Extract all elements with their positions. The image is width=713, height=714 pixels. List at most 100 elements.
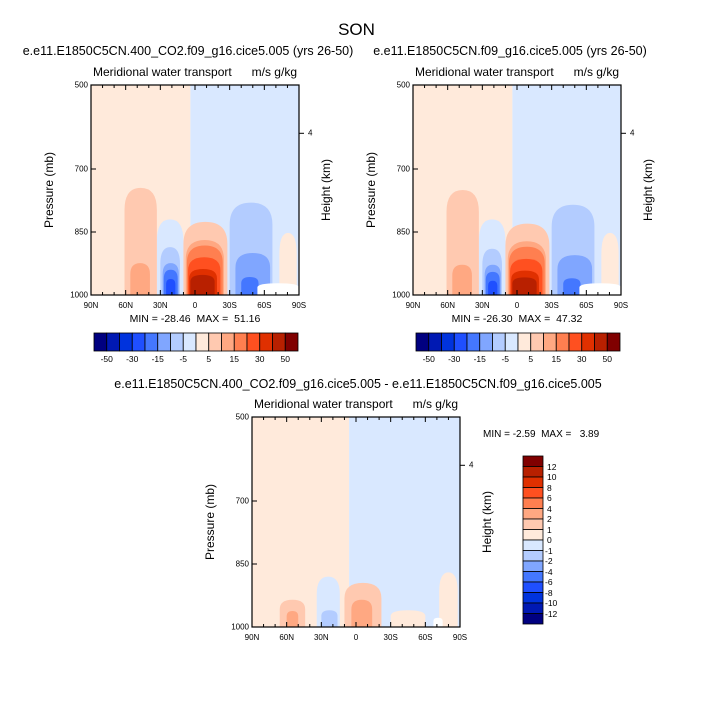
colorbar: [522, 455, 544, 625]
colorbar-label: 5: [528, 354, 534, 364]
y-axis-label: Pressure (mb): [42, 151, 56, 229]
colorbar-label: -1: [545, 545, 553, 556]
x-tick-label: 90N: [405, 301, 421, 310]
figure-title: SON: [338, 20, 375, 39]
colorbar-box: [594, 332, 608, 352]
colorbar-box: [415, 332, 430, 352]
colorbar-label: -15: [473, 354, 486, 364]
x-tick-label: 30S: [544, 301, 559, 310]
colorbar-label: 15: [229, 354, 239, 364]
x-tick-label: 60S: [579, 301, 594, 310]
colorbar-box: [522, 613, 544, 625]
colorbar-box: [272, 332, 286, 352]
x-tick-label: 90N: [244, 633, 260, 642]
panel-units-label: m/s g/kg: [573, 65, 619, 79]
contour-region: [257, 283, 299, 295]
height-tick-label: 4: [308, 128, 313, 138]
colorbar-label: 30: [577, 354, 587, 364]
x-tick-label: 90S: [452, 633, 468, 642]
y-tick-label: 850: [74, 227, 88, 237]
colorbar-box: [479, 332, 493, 352]
colorbar-box: [522, 476, 544, 488]
colorbar-box: [492, 332, 506, 352]
colorbar-box: [517, 332, 532, 352]
colorbar-label: -6: [545, 577, 553, 587]
y-tick-label: 500: [235, 412, 249, 422]
colorbar-label: -2: [545, 556, 553, 566]
colorbar-box: [606, 332, 621, 352]
contour-plot-1: [90, 84, 304, 296]
colorbar-label: 30: [255, 354, 265, 364]
colorbar-box: [568, 332, 583, 352]
contour-region: [601, 232, 619, 295]
y-tick-label: 1000: [392, 290, 410, 300]
colorbar-label: 10: [547, 472, 557, 482]
x-tick-label: 90S: [613, 301, 629, 310]
colorbar-box: [522, 518, 544, 530]
colorbar-box: [441, 332, 455, 352]
y-tick-label: 700: [396, 164, 410, 174]
contour-region: [452, 264, 472, 295]
x-tick-label: 90N: [83, 301, 99, 310]
panel-subtitle: e.e11.E1850C5CN.400_CO2.f09_g16.cice5.00…: [114, 377, 602, 391]
colorbar-label: -15: [151, 354, 164, 364]
contour-region: [241, 276, 259, 295]
colorbar-label: -50: [100, 354, 113, 364]
colorbar-box: [522, 466, 544, 478]
colorbar-box: [259, 332, 273, 352]
colorbar-box: [170, 332, 184, 352]
height-tick-label: 4: [630, 128, 635, 138]
colorbar-box: [543, 332, 557, 352]
contour-region: [351, 599, 373, 627]
colorbar-box: [453, 332, 468, 352]
colorbar-box: [522, 592, 544, 604]
colorbar-box: [208, 332, 222, 352]
colorbar-box: [522, 497, 544, 509]
colorbar-label: -5: [501, 354, 510, 364]
contour-plot-2: [412, 84, 626, 296]
min-max-label: MIN = -26.30 MAX = 47.32: [451, 313, 583, 325]
x-tick-label: 90S: [291, 301, 307, 310]
y-axis-right-label: Height (km): [319, 158, 333, 222]
colorbar-label: 15: [551, 354, 561, 364]
contour-region: [279, 232, 297, 295]
colorbar-box: [522, 508, 544, 520]
x-tick-label: 60N: [118, 301, 133, 310]
contour-region: [166, 279, 176, 295]
x-tick-label: 60N: [440, 301, 455, 310]
panel-subtitle: e.e11.E1850C5CN.400_CO2.f09_g16.cice5.00…: [22, 44, 354, 58]
panel-units-label: m/s g/kg: [412, 397, 458, 411]
contour-region: [512, 277, 537, 295]
colorbar-label: -30: [126, 354, 139, 364]
colorbar-label: -12: [545, 608, 558, 619]
colorbar-box: [522, 487, 544, 499]
contour-region: [579, 283, 621, 295]
colorbar-box: [522, 455, 544, 467]
panel-units-label: m/s g/kg: [251, 65, 297, 79]
contour-region: [130, 263, 150, 295]
colorbar-label: -5: [179, 354, 188, 364]
x-tick-label: 30N: [313, 633, 329, 642]
panel-variable-label: Meridional water transport: [415, 65, 554, 79]
y-tick-label: 700: [74, 164, 88, 174]
y-tick-label: 1000: [70, 290, 88, 300]
colorbar-box: [119, 332, 133, 352]
colorbar-label: 50: [280, 354, 290, 364]
contour-region: [286, 611, 299, 627]
colorbar-box: [581, 332, 595, 352]
y-axis-right-label: Height (km): [480, 490, 494, 554]
colorbar-label: -4: [545, 566, 553, 577]
colorbar-box: [284, 332, 299, 352]
colorbar-box: [555, 332, 570, 352]
y-tick-label: 850: [396, 227, 410, 237]
colorbar-box: [522, 581, 544, 593]
contour-region: [439, 572, 458, 627]
x-tick-label: 30N: [152, 301, 168, 310]
y-tick-label: 700: [235, 496, 249, 506]
colorbar-label: -10: [545, 598, 558, 608]
colorbar-label: 5: [206, 354, 212, 364]
colorbar-label: -30: [448, 354, 461, 364]
colorbar-box: [195, 332, 210, 352]
y-tick-label: 500: [396, 80, 410, 90]
colorbar: [93, 332, 299, 352]
